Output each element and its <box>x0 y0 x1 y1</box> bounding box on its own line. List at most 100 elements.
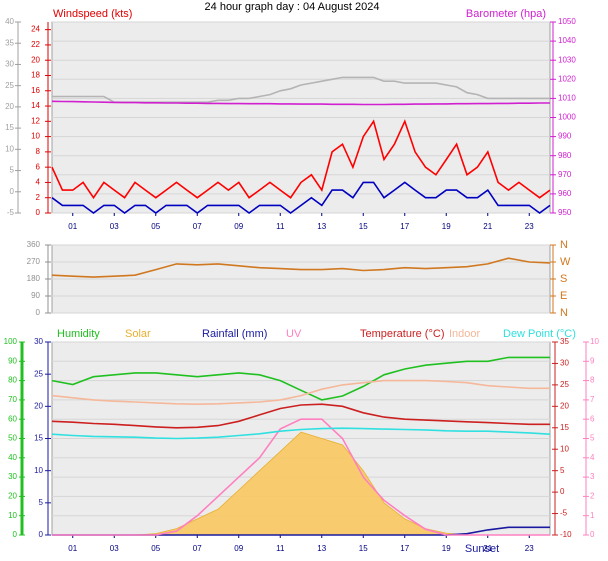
y-tick-label: 24 <box>31 25 40 34</box>
annotation: Sunset <box>465 543 499 555</box>
y3-tick-label: 0 <box>39 530 44 539</box>
y-tick-label: 50 <box>8 434 17 443</box>
y3-tick-label: 25 <box>34 369 43 378</box>
y4-tick-label: 5 <box>590 434 595 443</box>
y-tick-label: 6 <box>36 162 41 171</box>
y-tick-label: 16 <box>31 86 40 95</box>
y2-tick-label: 15 <box>560 423 569 432</box>
y3-tick-label: 20 <box>5 102 14 111</box>
y-tick-label: 80 <box>8 376 17 385</box>
y-tick-label: 18 <box>31 71 40 80</box>
y-tick-label: 90 <box>8 356 17 365</box>
y2-tick-label: 1020 <box>558 74 576 83</box>
y3-tick-label: 5 <box>39 498 44 507</box>
x-tick-label: 13 <box>317 222 326 231</box>
legend-entry: Dew Point (°C) <box>503 328 576 340</box>
y3-tick-label: 0 <box>10 187 15 196</box>
y2-tick-label: 950 <box>558 208 572 217</box>
x-tick-label: 05 <box>151 222 160 231</box>
line <box>51 119 551 200</box>
line <box>51 257 551 278</box>
y2-tick-label: W <box>560 256 571 268</box>
y3-tick-label: 15 <box>5 123 14 132</box>
x-tick-label: 01 <box>68 222 77 231</box>
y-tick-label: 10 <box>31 132 40 141</box>
y-tick-label: 270 <box>27 257 41 266</box>
y2-tick-label: -10 <box>560 530 572 539</box>
y-axis-label: Windspeed (kts) <box>53 8 132 20</box>
x-tick-label: 15 <box>359 544 368 553</box>
y2-tick-label: 20 <box>560 401 569 410</box>
y-tick-label: 360 <box>27 240 41 249</box>
y2-tick-label: N <box>560 307 568 319</box>
legend-entry: Solar <box>125 328 151 340</box>
y4-tick-label: 3 <box>590 472 595 481</box>
y3-tick-label: -5 <box>7 208 15 217</box>
y4-tick-label: 8 <box>590 376 595 385</box>
y2-tick-label: 25 <box>560 380 569 389</box>
y-tick-label: 4 <box>36 178 41 187</box>
x-tick-label: 19 <box>442 544 451 553</box>
chart-title: 24 hour graph day : 04 August 2024 <box>205 1 380 13</box>
y3-tick-label: 25 <box>5 81 14 90</box>
legend-entry: Indoor <box>449 328 481 340</box>
y-tick-label: 100 <box>4 337 18 346</box>
y2-tick-label: 35 <box>560 337 569 346</box>
x-tick-label: 03 <box>110 544 119 553</box>
y2-tick-label: 10 <box>560 444 569 453</box>
y3-tick-label: 10 <box>34 466 43 475</box>
y2-tick-label: S <box>560 273 567 285</box>
legend-entry: UV <box>286 328 302 340</box>
y2-tick-label: 990 <box>558 132 572 141</box>
line <box>51 100 550 106</box>
x-tick-label: 17 <box>400 222 409 231</box>
legend-entry: Temperature (°C) <box>360 328 444 340</box>
x-tick-label: 03 <box>110 222 119 231</box>
y4-tick-label: 6 <box>590 414 595 423</box>
y3-tick-label: 20 <box>34 401 43 410</box>
y-tick-label: 12 <box>31 116 40 125</box>
y2-tick-label: 1000 <box>558 113 576 122</box>
y-tick-label: 90 <box>31 291 40 300</box>
x-tick-label: 07 <box>193 222 202 231</box>
x-tick-label: 05 <box>151 544 160 553</box>
x-tick-label: 13 <box>317 544 326 553</box>
y4-tick-label: 2 <box>590 492 595 501</box>
y2-tick-label: 5 <box>560 466 565 475</box>
y3-tick-label: 30 <box>5 60 14 69</box>
y3-tick-label: 35 <box>5 38 14 47</box>
x-tick-label: 07 <box>193 544 202 553</box>
line <box>51 427 551 440</box>
x-tick-label: 01 <box>68 544 77 553</box>
y-tick-label: 10 <box>8 511 17 520</box>
y3-tick-label: 5 <box>10 166 15 175</box>
y2-tick-label: 1040 <box>558 36 576 45</box>
line <box>52 418 550 536</box>
y2-tick-label: E <box>560 290 567 302</box>
y4-tick-label: 9 <box>590 356 595 365</box>
y-tick-label: 20 <box>8 492 17 501</box>
y-tick-label: 180 <box>27 274 41 283</box>
y4-tick-label: 4 <box>590 453 595 462</box>
y-tick-label: 0 <box>36 208 41 217</box>
x-tick-label: 11 <box>276 222 285 231</box>
legend-entry: Rainfall (mm) <box>202 328 267 340</box>
y2-axis-label: Barometer (hpa) <box>466 8 546 20</box>
y-tick-label: 0 <box>13 530 18 539</box>
y3-tick-label: 30 <box>34 337 43 346</box>
y-tick-label: 14 <box>31 101 40 110</box>
y2-tick-label: 960 <box>558 189 572 198</box>
y2-tick-label: 1010 <box>558 94 576 103</box>
y2-tick-label: -5 <box>560 509 568 518</box>
y2-tick-label: N <box>560 239 568 251</box>
y-tick-label: 22 <box>31 40 40 49</box>
x-tick-label: 23 <box>525 222 534 231</box>
y-tick-label: 0 <box>36 308 41 317</box>
x-tick-label: 19 <box>442 222 451 231</box>
y2-tick-label: 0 <box>560 487 565 496</box>
y-tick-label: 70 <box>8 395 17 404</box>
legend-entry: Humidity <box>57 328 100 340</box>
y2-tick-label: 980 <box>558 151 572 160</box>
y2-tick-label: 1050 <box>558 17 576 26</box>
